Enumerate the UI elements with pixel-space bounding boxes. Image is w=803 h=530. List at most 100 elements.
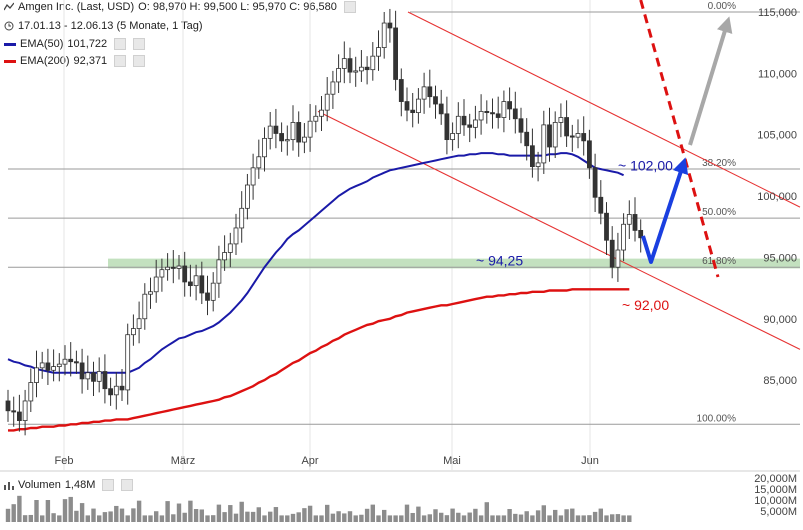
volume-bar <box>11 504 16 522</box>
candle-body <box>28 382 34 402</box>
candle-body <box>68 358 74 363</box>
candle-body <box>427 86 433 98</box>
candle-body <box>621 223 626 251</box>
volume-bar <box>285 515 290 522</box>
support-zone-layer <box>108 258 800 269</box>
x-tick-label: Feb <box>55 455 74 467</box>
candle-body <box>615 249 621 268</box>
candle-body <box>51 366 56 371</box>
candle-body <box>85 372 91 380</box>
y-tick-label: 115,000 <box>758 7 797 19</box>
volume-bar <box>535 510 541 522</box>
candle-body <box>433 96 438 105</box>
candle-body <box>341 58 347 69</box>
volume-bar <box>393 515 398 522</box>
volume-bar <box>353 515 358 522</box>
candle-body <box>421 86 427 100</box>
volume-bar <box>473 508 478 522</box>
candle-body <box>541 124 547 164</box>
candle-body <box>455 115 461 134</box>
volume-tick-label: 10,000M <box>754 495 797 507</box>
volume-bar <box>484 502 489 522</box>
volume-bar <box>575 515 581 522</box>
volume-bar <box>205 515 210 522</box>
volume-close-icon[interactable] <box>121 479 134 491</box>
ema200-settings-icon[interactable] <box>114 55 127 67</box>
candle-body <box>136 318 142 329</box>
volume-bar <box>182 512 187 522</box>
candle-body <box>609 239 615 268</box>
ema200-close-icon[interactable] <box>133 55 146 67</box>
volume-bar <box>547 515 552 522</box>
volume-bar <box>74 510 79 522</box>
candle-body <box>39 362 45 369</box>
volume-bar <box>433 509 438 522</box>
ema200-label: EMA(200) <box>20 55 70 67</box>
candle-body <box>472 119 478 128</box>
volume-bar <box>45 500 51 522</box>
candle-body <box>319 109 324 117</box>
volume-bar <box>347 511 353 522</box>
volume-tick-label: 20,000M <box>754 473 797 485</box>
candle-body <box>244 184 250 209</box>
candle-body <box>569 135 575 138</box>
candle-body <box>11 410 17 413</box>
candle-body <box>222 252 228 261</box>
candle-body <box>450 133 456 141</box>
ema50-label: EMA(50) <box>20 38 64 50</box>
candle-body <box>632 214 638 231</box>
candle-body <box>108 388 113 396</box>
volume-bar <box>570 508 575 522</box>
y-tick-label: 90,000 <box>763 314 797 326</box>
candle-body <box>62 358 68 365</box>
volume-bar <box>342 513 347 522</box>
candle-body <box>587 140 592 169</box>
volume-bar <box>444 515 450 522</box>
candles-layer <box>5 8 644 436</box>
volume-bar <box>541 505 546 522</box>
candle-body <box>467 124 473 128</box>
volume-bar <box>421 515 427 522</box>
volume-bar <box>615 514 621 522</box>
arrows-layer <box>641 16 733 264</box>
ema50-settings-icon[interactable] <box>114 38 127 50</box>
volume-bar <box>558 515 564 522</box>
volume-bar <box>598 508 603 522</box>
volume-bar <box>513 513 518 522</box>
volume-bar <box>325 504 330 522</box>
candle-body <box>153 276 159 293</box>
candle-body <box>484 110 490 114</box>
volume-bar <box>507 509 512 522</box>
volume-bar <box>439 512 444 522</box>
volume-bar <box>336 511 341 522</box>
volume-bar <box>176 503 182 522</box>
candle-body <box>592 167 598 198</box>
ema50-value: 101,722 <box>67 38 108 50</box>
candle-body <box>478 110 484 121</box>
volume-bar <box>290 513 296 522</box>
volume-bar <box>496 515 501 522</box>
candle-body <box>159 269 165 278</box>
candle-body <box>250 167 256 186</box>
annotation-support-label: ~ 94,25 <box>476 253 523 269</box>
settings-box-icon[interactable] <box>343 1 356 13</box>
candle-body <box>564 117 569 137</box>
volume-settings-icon[interactable] <box>102 479 115 491</box>
candle-body <box>34 367 39 383</box>
candle-body <box>376 47 381 57</box>
volume-bar <box>553 509 558 522</box>
volume-bar <box>302 508 307 522</box>
volume-value: 1,48M <box>64 479 96 491</box>
ema50-close-icon[interactable] <box>133 38 146 50</box>
ema50-line <box>7 152 625 374</box>
candle-body <box>290 122 296 141</box>
candle-body <box>74 361 79 364</box>
candle-body <box>233 227 239 245</box>
volume-bar <box>518 514 524 522</box>
volume-bar <box>97 515 102 522</box>
axes-layer: Feb März Apr Mai Jun 115,000 110,000 105,000 100… <box>55 7 797 467</box>
volume-bar <box>416 506 421 522</box>
volume-bar <box>79 503 85 522</box>
volume-bar <box>427 514 432 522</box>
